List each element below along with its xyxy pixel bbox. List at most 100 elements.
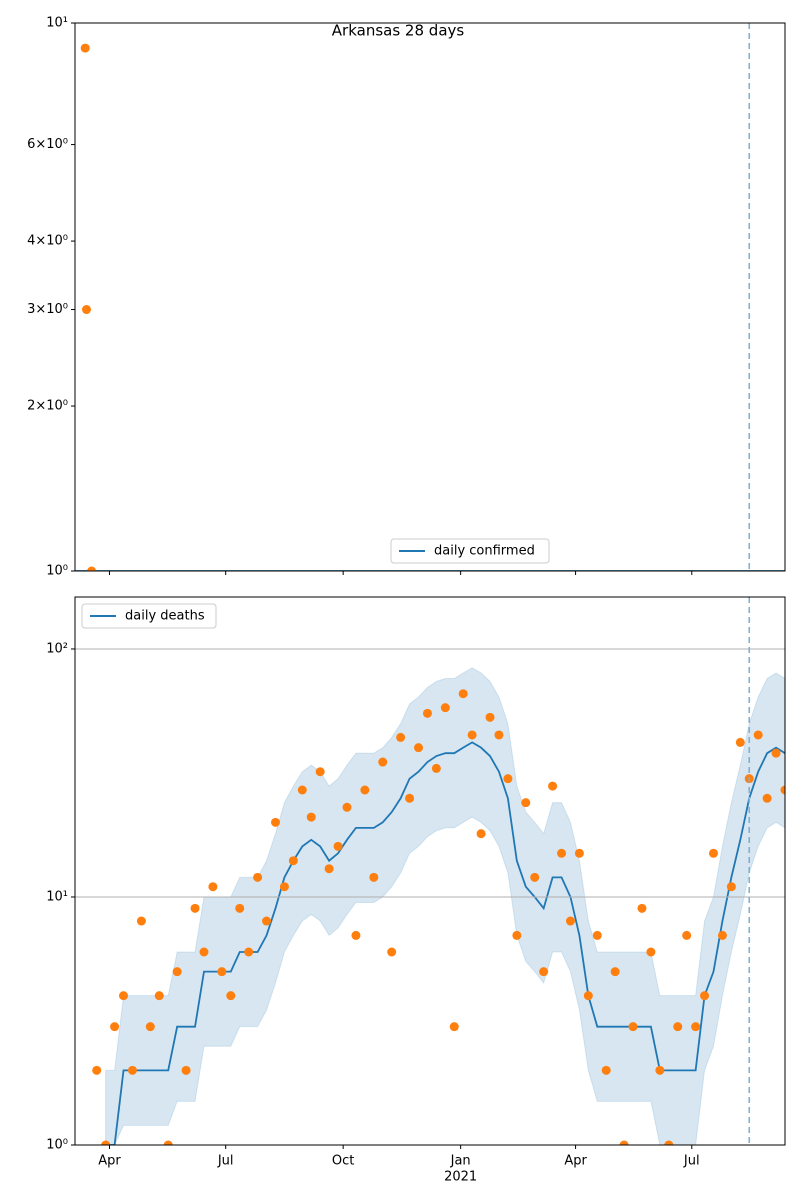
data-point	[333, 841, 343, 851]
data-point	[592, 930, 602, 940]
legend-label: daily deaths	[125, 609, 205, 624]
data-point	[262, 916, 272, 926]
data-point	[503, 774, 513, 784]
plot-area	[92, 667, 785, 1145]
axes-frame	[74, 596, 786, 1146]
data-point	[414, 743, 424, 753]
data-point	[306, 812, 316, 822]
data-point	[717, 930, 727, 940]
x-tick-label: Oct	[332, 1154, 354, 1169]
y-tick-label: 2×10⁰	[27, 399, 68, 414]
data-point	[387, 947, 397, 957]
data-point	[610, 967, 620, 977]
axes-frame	[74, 22, 786, 572]
data-point	[440, 703, 450, 713]
y-tick-label: 10⁰	[46, 1138, 68, 1153]
data-point	[476, 829, 486, 839]
data-point	[279, 882, 289, 892]
data-point	[87, 566, 97, 571]
data-point	[163, 1140, 173, 1145]
x-tick-label: Jul	[683, 1154, 700, 1169]
data-point	[655, 1065, 665, 1075]
data-point	[351, 930, 361, 940]
data-point	[270, 817, 280, 827]
data-point	[226, 991, 236, 1001]
data-point	[735, 737, 745, 747]
data-point	[512, 930, 522, 940]
data-point	[753, 730, 763, 740]
data-point	[253, 872, 263, 882]
data-point	[422, 708, 432, 718]
legend-label: daily confirmed	[434, 544, 535, 559]
data-point	[539, 967, 549, 977]
data-point	[378, 757, 388, 767]
data-point	[700, 991, 710, 1001]
data-point	[324, 864, 334, 874]
data-point	[521, 798, 531, 808]
data-point	[494, 730, 504, 740]
chart-title: Arkansas 28 days	[332, 22, 465, 40]
data-point	[601, 1065, 611, 1075]
data-point	[110, 1022, 120, 1032]
x-tick-label: Apr	[98, 1154, 121, 1169]
data-point	[181, 1065, 191, 1075]
data-point	[664, 1140, 674, 1145]
legend-box	[81, 603, 217, 629]
y-tick-label: 10⁰	[46, 564, 68, 579]
data-point	[315, 767, 325, 777]
data-point	[565, 916, 575, 926]
data-point	[208, 882, 218, 892]
data-point	[458, 689, 468, 699]
y-tick-label: 10¹	[46, 889, 68, 904]
data-point	[691, 1022, 701, 1032]
data-point	[708, 848, 718, 858]
data-point	[297, 785, 307, 795]
x-tick-label: Apr	[564, 1154, 587, 1169]
x-year-label: 2021	[444, 1170, 477, 1185]
legend-box	[390, 538, 550, 564]
data-point	[583, 991, 593, 1001]
y-tick-label: 6×10⁰	[27, 137, 68, 152]
data-point	[637, 903, 647, 913]
plot-area	[75, 43, 785, 571]
data-point	[530, 872, 540, 882]
data-point	[449, 1022, 459, 1032]
data-point	[342, 802, 352, 812]
y-tick-label: 4×10⁰	[27, 234, 68, 249]
data-point	[628, 1022, 638, 1032]
data-point	[172, 967, 182, 977]
data-point	[154, 991, 164, 1001]
data-point	[136, 916, 146, 926]
data-point	[288, 856, 298, 866]
y-tick-label: 10¹	[46, 16, 68, 31]
data-point	[574, 848, 584, 858]
data-point	[682, 930, 692, 940]
data-point	[235, 903, 245, 913]
data-point	[360, 785, 370, 795]
data-point	[244, 947, 254, 957]
data-point	[619, 1140, 629, 1145]
data-point	[369, 872, 379, 882]
data-point	[81, 305, 91, 315]
confidence-band	[105, 667, 785, 1145]
data-point	[396, 732, 406, 742]
y-tick-label: 3×10⁰	[27, 302, 68, 317]
data-point	[80, 43, 90, 53]
data-point	[762, 793, 772, 803]
data-point	[190, 903, 200, 913]
data-point	[673, 1022, 683, 1032]
data-point	[127, 1065, 137, 1075]
data-point	[199, 947, 209, 957]
data-point	[548, 781, 558, 791]
data-point	[145, 1022, 155, 1032]
data-point	[92, 1065, 102, 1075]
data-point	[431, 763, 441, 773]
data-point	[771, 748, 781, 758]
data-point	[485, 712, 495, 722]
data-point	[726, 882, 736, 892]
data-point	[217, 967, 227, 977]
x-tick-label: Jul	[217, 1154, 234, 1169]
data-point	[101, 1140, 111, 1145]
data-point	[405, 793, 415, 803]
